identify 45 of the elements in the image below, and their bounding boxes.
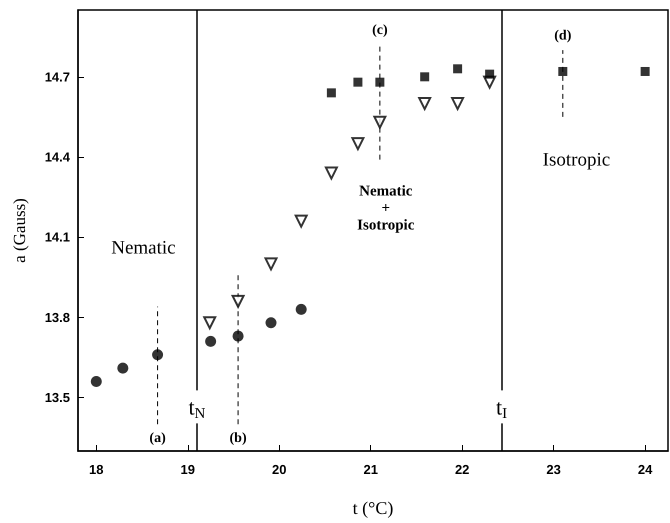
point — [152, 349, 164, 360]
point — [203, 316, 216, 330]
point — [205, 336, 216, 347]
point — [266, 317, 277, 328]
x-tick-label: 18 — [89, 462, 104, 477]
annotation: (c) — [372, 23, 388, 38]
point — [232, 294, 245, 308]
x-tick-label: 21 — [363, 462, 378, 477]
point — [453, 64, 462, 74]
x-tick-label: 22 — [454, 462, 470, 477]
point — [117, 362, 128, 374]
y-tick-label: 14.4 — [44, 150, 71, 164]
point — [558, 66, 568, 76]
annotation: (a) — [149, 430, 166, 446]
point — [232, 330, 244, 342]
x-tick-label: 20 — [272, 462, 286, 477]
y-tick-label: 13.5 — [44, 390, 70, 406]
point — [451, 97, 464, 110]
y-tick-label: 13.8 — [44, 310, 70, 325]
x-tick-label: 19 — [180, 462, 195, 477]
annotation: (d) — [554, 28, 572, 44]
point — [375, 78, 384, 87]
point — [351, 137, 364, 150]
y-tick-label: 14.7 — [44, 69, 70, 84]
annotation: Nematic — [111, 238, 176, 259]
point — [640, 66, 650, 76]
annotation: Nematic + Isotropic — [357, 183, 415, 234]
annotation: (b) — [230, 430, 247, 446]
point — [373, 116, 386, 129]
y-axis-title: a (Gauss) — [10, 198, 29, 263]
point — [264, 257, 278, 270]
point — [418, 97, 432, 110]
x-axis-title: t (°C) — [352, 498, 394, 518]
x-tick-label: 23 — [546, 462, 561, 477]
point — [90, 376, 102, 388]
y-tick-label: 14.1 — [44, 230, 70, 245]
point — [420, 72, 430, 82]
point — [294, 214, 308, 228]
point — [485, 70, 494, 79]
x-tick-label: 24 — [638, 462, 654, 477]
annotation: Isotropic — [542, 149, 610, 170]
point — [296, 304, 307, 315]
point — [326, 88, 336, 98]
point — [353, 78, 362, 87]
point — [324, 166, 338, 180]
